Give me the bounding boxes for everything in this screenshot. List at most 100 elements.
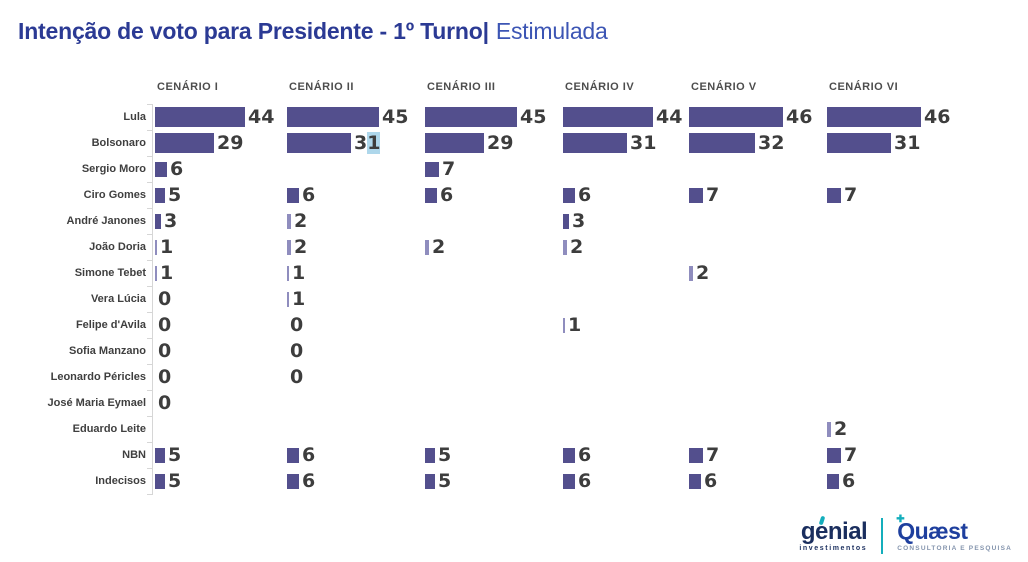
chart-cell: 7	[827, 182, 857, 208]
value-label: 2	[696, 261, 710, 284]
bar	[827, 107, 921, 127]
quaest-wordmark: Quæst	[897, 518, 968, 544]
chart-cell: 0	[287, 338, 303, 364]
axis-tick	[147, 364, 153, 365]
quaest-tagline: CONSULTORIA E PESQUISA	[897, 545, 1012, 552]
value-label: 6	[302, 443, 316, 466]
chart-cell: 7	[689, 182, 719, 208]
axis-tick	[147, 338, 153, 339]
column-header: CENÁRIO III	[427, 81, 496, 93]
axis-tick	[147, 208, 153, 209]
value-label: 31	[354, 131, 381, 154]
value-label: 45	[382, 105, 409, 128]
bar	[425, 239, 429, 255]
value-label: 6	[440, 183, 454, 206]
chart-cell: 1	[287, 260, 305, 286]
chart-cell: 44	[563, 104, 682, 130]
chart-cell: 0	[287, 364, 303, 390]
chart-cell: 44	[155, 104, 274, 130]
value-label: 0	[158, 287, 172, 310]
value-label: 5	[438, 469, 452, 492]
chart-cell: 6	[425, 182, 453, 208]
chart-cell: 2	[689, 260, 709, 286]
chart-cell: 6	[563, 182, 591, 208]
chart-cell: 2	[287, 234, 307, 260]
chart-cell: 1	[563, 312, 581, 338]
chart-cell: 31	[827, 130, 920, 156]
chart-cell: 2	[827, 416, 847, 442]
bar	[287, 239, 291, 255]
value-label: 0	[158, 365, 172, 388]
value-label: 0	[158, 391, 172, 414]
bar	[155, 187, 165, 203]
axis-line	[152, 104, 153, 495]
chart-cell: 6	[287, 468, 315, 494]
bar	[155, 133, 214, 153]
title-main-text: Intenção de voto para Presidente - 1º Tu…	[18, 18, 489, 44]
axis-tick	[147, 260, 153, 261]
chart-cell: 45	[425, 104, 546, 130]
value-label: 2	[570, 235, 584, 258]
genial-wordmark: genial	[800, 518, 868, 545]
bar	[563, 317, 565, 333]
chart-cell: 46	[689, 104, 812, 130]
chart-cell: 29	[155, 130, 243, 156]
value-highlight: 1	[367, 131, 381, 154]
row-label: Indecisos	[95, 475, 146, 487]
axis-tick	[147, 182, 153, 183]
axis-tick	[147, 234, 153, 235]
value-label: 6	[842, 469, 856, 492]
bar	[425, 447, 435, 463]
value-label: 2	[294, 235, 308, 258]
bar	[563, 239, 567, 255]
row-label: Bolsonaro	[91, 137, 146, 149]
bar	[425, 133, 484, 153]
value-label: 3	[572, 209, 586, 232]
value-label: 0	[290, 313, 304, 336]
chart-cell: 3	[155, 208, 177, 234]
chart-cell: 6	[287, 182, 315, 208]
chart-cell: 6	[563, 468, 591, 494]
value-label: 2	[432, 235, 446, 258]
row-label: Felipe d'Avila	[75, 319, 146, 331]
bar	[425, 473, 435, 489]
bar	[425, 107, 517, 127]
column-header: CENÁRIO I	[157, 81, 219, 93]
chart-cell: 45	[287, 104, 408, 130]
bar	[155, 161, 167, 177]
bar	[827, 133, 891, 153]
chart-cell: 3	[563, 208, 585, 234]
value-label: 7	[844, 443, 858, 466]
chart-cell: 0	[155, 286, 171, 312]
row-label: João Doria	[89, 241, 146, 253]
bar	[689, 265, 693, 281]
value-label: 46	[786, 105, 813, 128]
chart-cell: 32	[689, 130, 784, 156]
chart-cell: 0	[155, 364, 171, 390]
bar	[287, 133, 351, 153]
chart-cell: 7	[827, 442, 857, 468]
bar	[563, 107, 653, 127]
chart-cell: 1	[155, 234, 173, 260]
chart-cell: 7	[689, 442, 719, 468]
chart-cell: 0	[155, 390, 171, 416]
chart-cell: 29	[425, 130, 513, 156]
page-title: Intenção de voto para Presidente - 1º Tu…	[18, 18, 608, 45]
value-label: 5	[168, 443, 182, 466]
row-label: NBN	[122, 449, 146, 461]
chart-cell: 46	[827, 104, 950, 130]
bar	[155, 447, 165, 463]
bar	[287, 107, 379, 127]
bar	[287, 187, 299, 203]
row-label: Leonardo Péricles	[50, 371, 146, 383]
value-label: 2	[834, 417, 848, 440]
value-label: 7	[706, 183, 720, 206]
chart-cell: 6	[827, 468, 855, 494]
row-label: Sergio Moro	[81, 163, 146, 175]
bar	[563, 187, 575, 203]
axis-tick	[147, 468, 153, 469]
bar	[155, 213, 161, 229]
axis-tick	[147, 104, 153, 105]
value-label: 0	[290, 339, 304, 362]
